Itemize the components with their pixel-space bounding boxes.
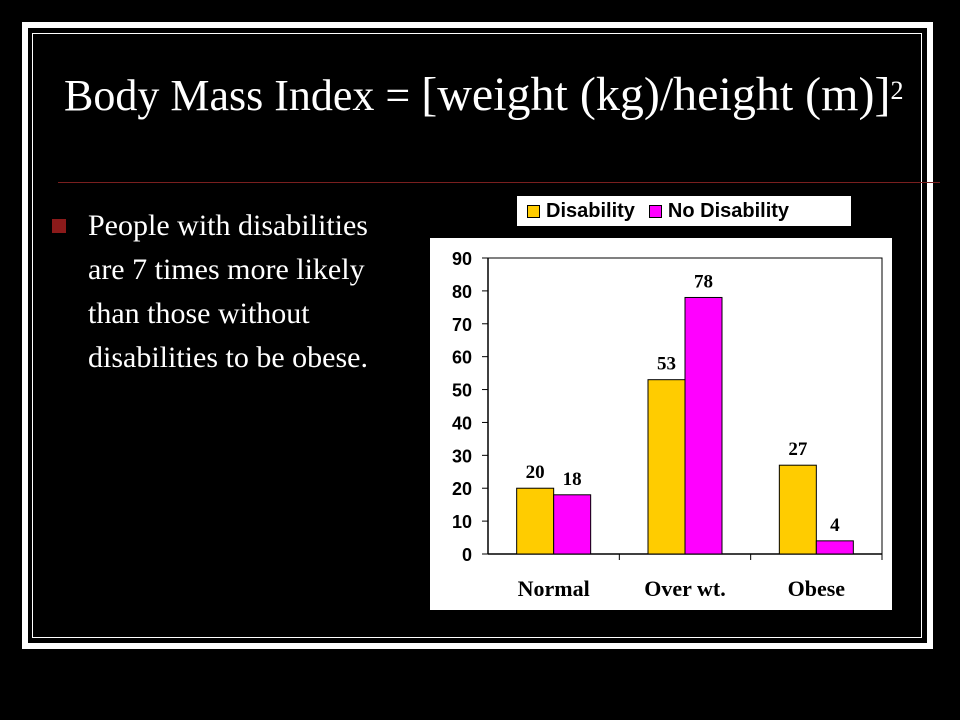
bar xyxy=(516,487,555,555)
slide-inner-border xyxy=(32,33,922,638)
chart-legend: Disability No Disability xyxy=(516,195,852,227)
title-superscript: 2 xyxy=(890,76,904,105)
y-tick-label: 0 xyxy=(462,545,472,565)
x-tick-label: Normal xyxy=(518,576,590,601)
data-label: 27 xyxy=(788,439,808,460)
y-tick-label: 40 xyxy=(452,413,472,433)
title-main: Body Mass Index = xyxy=(64,71,422,120)
title-divider xyxy=(58,182,940,183)
bullet-text: People with disabilities are 7 times mor… xyxy=(88,209,368,374)
data-label: 18 xyxy=(563,469,582,490)
y-tick-label: 20 xyxy=(452,479,472,499)
legend-swatch-disability xyxy=(527,204,540,218)
x-tick-label: Obese xyxy=(788,576,846,601)
bullet-square-icon xyxy=(52,219,66,233)
y-tick-label: 30 xyxy=(452,446,472,466)
data-label: 53 xyxy=(657,354,676,375)
legend-item-no-disability: No Disability xyxy=(648,199,790,223)
bar xyxy=(815,540,854,555)
data-label: 20 xyxy=(526,462,545,483)
bar xyxy=(684,296,723,555)
data-label: 4 xyxy=(830,515,840,536)
y-tick-label: 80 xyxy=(452,282,472,302)
y-tick-label: 90 xyxy=(452,249,472,269)
legend-label-disability: Disability xyxy=(546,199,635,222)
y-tick-label: 60 xyxy=(452,348,472,368)
legend-item-disability: Disability xyxy=(527,200,635,223)
slide-outer-border xyxy=(22,22,933,649)
title-formula: [weight (kg)/height (m)] xyxy=(421,68,891,121)
slide-title: Body Mass Index = [weight (kg)/height (m… xyxy=(64,71,924,120)
legend-label-no-disability: No Disability xyxy=(667,199,790,222)
bar xyxy=(647,379,686,555)
y-tick-label: 50 xyxy=(452,381,472,401)
bar xyxy=(553,494,592,555)
bar xyxy=(778,464,817,555)
y-tick-label: 70 xyxy=(452,315,472,335)
data-label: 78 xyxy=(694,271,713,292)
legend-swatch-no-disability xyxy=(648,204,662,218)
y-tick-label: 10 xyxy=(452,512,472,532)
x-tick-label: Over wt. xyxy=(644,576,725,601)
